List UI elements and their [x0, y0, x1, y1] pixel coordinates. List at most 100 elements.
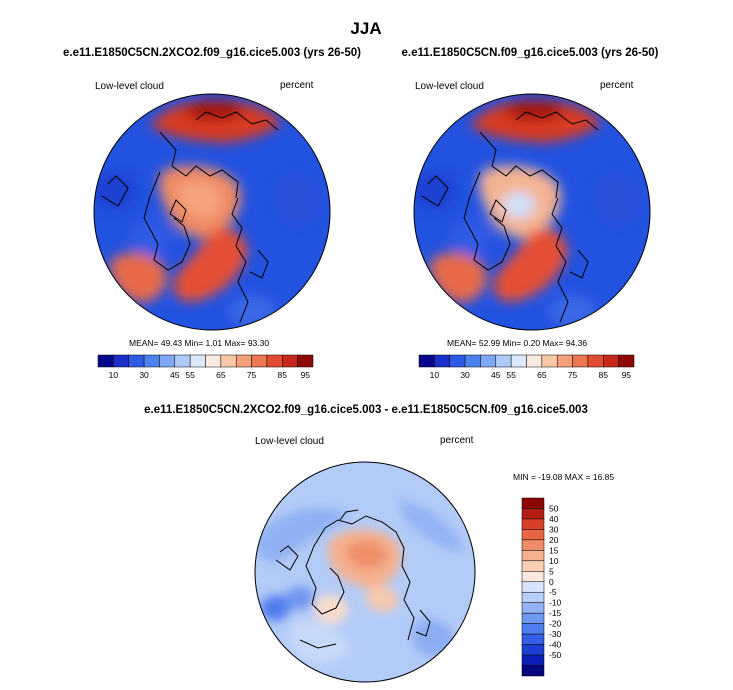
colorbar-box — [495, 354, 512, 368]
colorbar-box — [434, 354, 450, 368]
colorbar-box — [235, 354, 252, 368]
colorbar-tick-label: 85 — [599, 370, 609, 380]
panel-control: e.e11.E1850C5CN.f09_g16.cice5.003 (yrs 2… — [401, 47, 658, 380]
coastlines — [275, 509, 431, 649]
colorbar-box — [521, 560, 545, 572]
colorbar-box — [521, 508, 545, 520]
colorbar-box — [521, 612, 545, 624]
colorbar-box — [521, 602, 545, 614]
stats-text: MIN = -19.08 MAX = 16.85 — [513, 472, 614, 482]
colorbar-box — [128, 354, 145, 368]
colorbar-box — [521, 633, 545, 645]
colorbar-tick-label: 0 — [549, 577, 554, 587]
horizontal-colorbar: 10 30 45 55 65 75 85 95 — [418, 354, 635, 380]
colorbar-tick-label: 30 — [549, 524, 559, 534]
colorbar-box — [521, 518, 545, 530]
colorbar-box — [97, 354, 114, 368]
figure-title: JJA — [350, 19, 381, 38]
panel-title: e.e11.E1850C5CN.f09_g16.cice5.003 (yrs 2… — [401, 47, 658, 59]
colorbar-tick-label: 10 — [549, 556, 559, 566]
colorbar-tick-label: 75 — [247, 370, 257, 380]
colorbar-tick-label: 10 — [109, 370, 119, 380]
colorbar-tick-label: 50 — [549, 503, 559, 513]
map-boundary — [413, 93, 651, 331]
colorbar-box — [521, 623, 545, 635]
colorbar-box — [556, 354, 573, 368]
colorbar-tick-label: 30 — [460, 370, 470, 380]
map-boundary — [254, 461, 476, 683]
horizontal-colorbar: 10 30 45 55 65 75 85 95 — [97, 354, 314, 380]
colorbar-box — [174, 354, 191, 368]
colorbar-tick-label: 65 — [537, 370, 547, 380]
colorbar-tick-label: 75 — [568, 370, 578, 380]
variable-label: Low-level cloud — [95, 81, 164, 92]
colorbar-tick-label: -5 — [549, 587, 557, 597]
colorbar-tick-label: -50 — [549, 650, 562, 660]
units-label: percent — [600, 80, 634, 91]
polar-map — [94, 94, 330, 330]
colorbar-tick-label: 10 — [430, 370, 440, 380]
colorbar-tick-label: 40 — [549, 514, 559, 524]
colorbar-box — [521, 529, 545, 541]
colorbar-box — [189, 354, 206, 368]
units-label: percent — [440, 435, 474, 446]
colorbar-box — [510, 354, 527, 368]
colorbar-tick-label: 65 — [216, 370, 226, 380]
colorbar-box — [526, 354, 543, 368]
panel-title: e.e11.E1850C5CN.2XCO2.f09_g16.cice5.003 … — [63, 47, 361, 59]
colorbar-box — [220, 354, 237, 368]
colorbar-box — [464, 354, 481, 368]
colorbar-box — [541, 354, 558, 368]
colorbar-box — [618, 354, 635, 368]
colorbar-tick-label: -40 — [549, 640, 562, 650]
polar-map — [414, 94, 650, 330]
colorbar-box — [449, 354, 466, 368]
colorbar-box — [521, 550, 545, 562]
coastlines — [101, 111, 279, 323]
colorbar-box — [480, 354, 497, 368]
units-label: percent — [280, 80, 314, 91]
colorbar-box — [521, 654, 545, 666]
colorbar-box — [251, 354, 268, 368]
colorbar-box — [521, 665, 545, 677]
colorbar-box — [603, 354, 619, 368]
colorbar-tick-label: 85 — [278, 370, 288, 380]
colorbar-tick-label: 30 — [139, 370, 149, 380]
stats-text: MEAN= 49.43 Min= 1.01 Max= 93.30 — [129, 338, 269, 348]
colorbar-tick-label: 5 — [549, 566, 554, 576]
colorbar-box — [521, 581, 545, 593]
colorbar-box — [266, 354, 283, 368]
colorbar-box — [159, 354, 176, 368]
colorbar-box — [572, 354, 589, 368]
variable-label: Low-level cloud — [415, 81, 484, 92]
colorbar-box — [521, 644, 545, 656]
panel-difference: e.e11.E1850C5CN.2XCO2.f09_g16.cice5.003 … — [144, 404, 614, 683]
colorbar-tick-label: -20 — [549, 619, 562, 629]
colorbar-tick-label: 20 — [549, 535, 559, 545]
colorbar-box — [521, 539, 545, 551]
colorbar-box — [297, 354, 314, 368]
colorbar-tick-label: -10 — [549, 598, 562, 608]
colorbar-tick-label: 95 — [301, 370, 311, 380]
colorbar-box — [587, 354, 604, 368]
colorbar-box — [113, 354, 129, 368]
panel-2xco2: e.e11.E1850C5CN.2XCO2.f09_g16.cice5.003 … — [63, 47, 361, 380]
colorbar-tick-label: 55 — [506, 370, 516, 380]
colorbar-box — [521, 571, 545, 583]
colorbar-box — [521, 497, 545, 509]
colorbar-box — [143, 354, 160, 368]
variable-label: Low-level cloud — [255, 436, 324, 447]
colorbar-box — [521, 591, 545, 603]
colorbar-tick-label: -30 — [549, 629, 562, 639]
colorbar-tick-label: 95 — [622, 370, 632, 380]
colorbar-tick-label: 45 — [491, 370, 501, 380]
panel-title: e.e11.E1850C5CN.2XCO2.f09_g16.cice5.003 … — [144, 404, 588, 416]
polar-map — [255, 462, 475, 682]
colorbar-tick-label: 15 — [549, 545, 559, 555]
colorbar-tick-label: 45 — [170, 370, 180, 380]
colorbar-tick-label: -15 — [549, 608, 562, 618]
colorbar-box — [418, 354, 435, 368]
